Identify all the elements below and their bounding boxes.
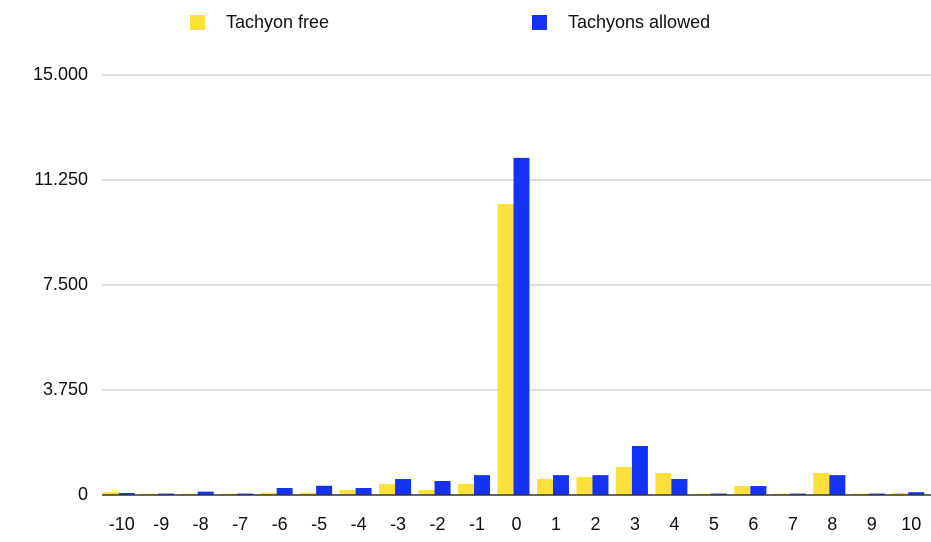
x-tick-label: 6 [748, 514, 758, 534]
legend-label: Tachyons allowed [568, 12, 710, 32]
bar [513, 157, 530, 495]
x-tick-label: 10 [901, 514, 921, 534]
x-tick-label: -1 [469, 514, 485, 534]
bar [316, 485, 333, 495]
bar [592, 475, 609, 495]
x-tick-label: -4 [351, 514, 367, 534]
x-tick-label: 3 [630, 514, 640, 534]
bar [552, 475, 569, 495]
x-tick-label: -8 [193, 514, 209, 534]
y-tick-label: 0 [78, 484, 88, 504]
bar [497, 204, 514, 495]
bar [458, 483, 475, 495]
legend-swatch [190, 15, 205, 30]
bar [434, 481, 451, 495]
y-tick-label: 7.500 [43, 274, 88, 294]
bar [395, 479, 412, 495]
x-tick-label: 9 [867, 514, 877, 534]
x-tick-label: -6 [272, 514, 288, 534]
bar [615, 467, 632, 495]
bar [892, 493, 909, 495]
bar [339, 489, 356, 495]
bar [750, 486, 767, 495]
bar [813, 472, 830, 495]
x-tick-label: -5 [311, 514, 327, 534]
bar [829, 475, 846, 495]
bar [908, 492, 925, 495]
x-tick-label: 7 [788, 514, 798, 534]
bar [655, 472, 672, 495]
bar [474, 475, 491, 495]
x-tick-label: -2 [430, 514, 446, 534]
x-tick-label: 0 [511, 514, 521, 534]
bar [276, 488, 293, 495]
x-tick-label: -9 [153, 514, 169, 534]
bar [102, 492, 119, 495]
y-tick-label: 15.000 [33, 64, 88, 84]
x-tick-label: -7 [232, 514, 248, 534]
bar [379, 484, 396, 495]
bar [631, 446, 648, 495]
y-tick-label: 3.750 [43, 379, 88, 399]
x-tick-label: -10 [109, 514, 135, 534]
x-tick-label: 1 [551, 514, 561, 534]
x-tick-label: 8 [827, 514, 837, 534]
bar [118, 493, 135, 495]
bar [355, 488, 372, 495]
bar [418, 489, 435, 495]
legend-swatch [532, 15, 547, 30]
bar [260, 492, 277, 495]
x-tick-label: 2 [590, 514, 600, 534]
x-tick-label: 4 [669, 514, 679, 534]
bar [734, 486, 751, 495]
x-tick-label: -3 [390, 514, 406, 534]
bar [671, 479, 688, 495]
legend-label: Tachyon free [226, 12, 329, 32]
y-tick-label: 11.250 [34, 169, 88, 189]
x-tick-label: 5 [709, 514, 719, 534]
bar [576, 477, 593, 495]
bar [197, 491, 214, 495]
bar [536, 479, 553, 495]
bar [300, 492, 317, 495]
